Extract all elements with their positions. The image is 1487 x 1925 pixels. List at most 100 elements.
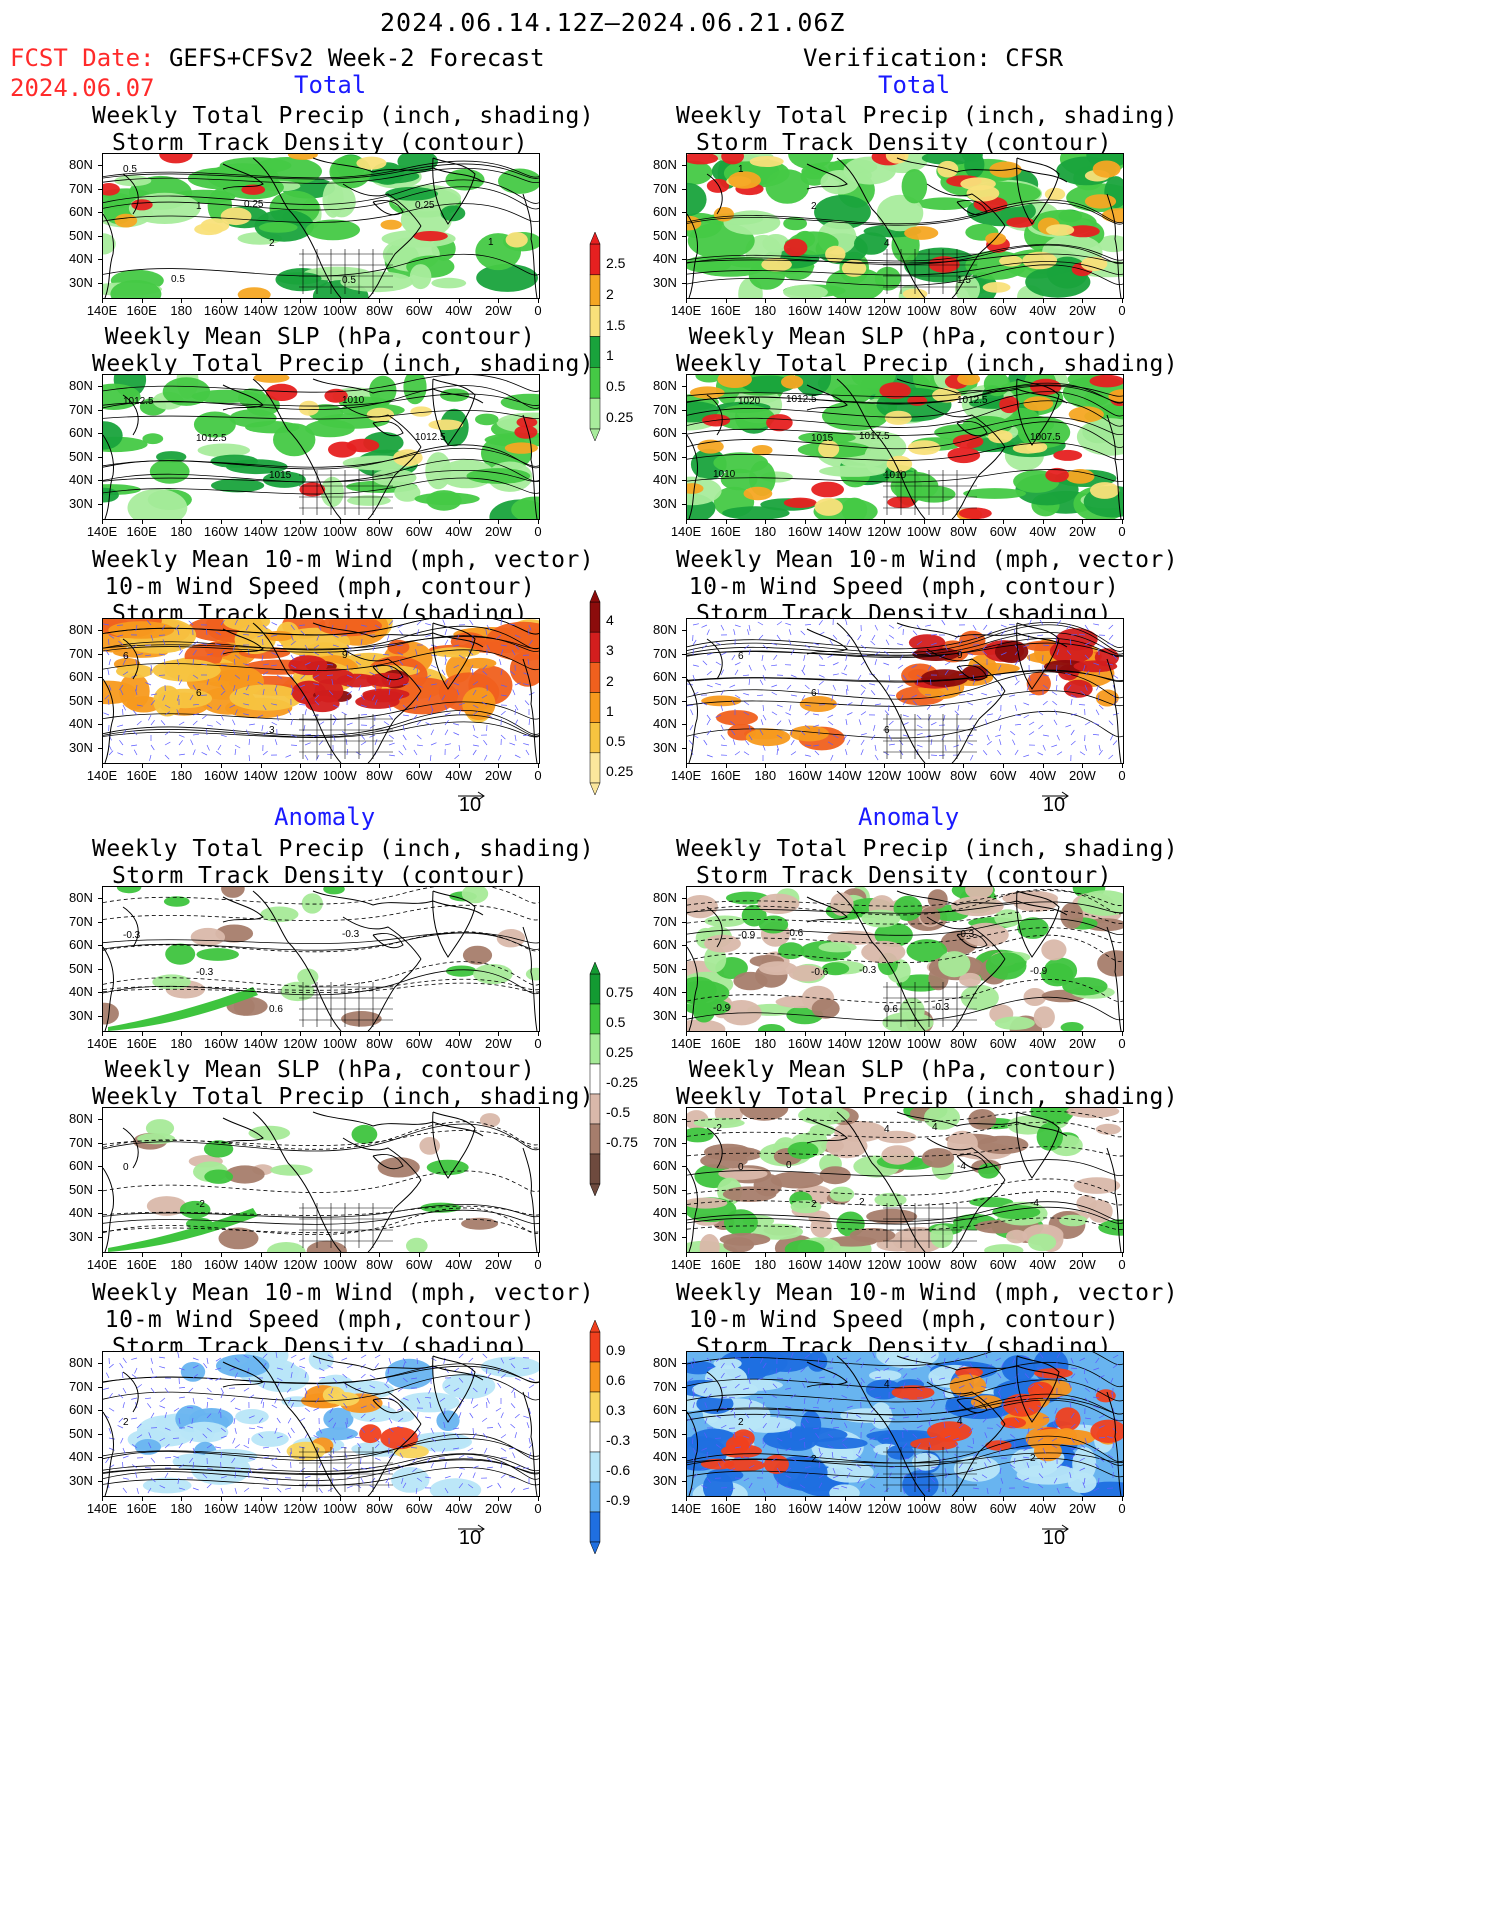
colorbar-precip_anom	[589, 961, 601, 1197]
lon-label: 60W	[989, 524, 1017, 539]
lon-label: 80W	[950, 1501, 977, 1516]
lon-label: 60W	[989, 1036, 1017, 1051]
panel-title-line: Weekly Total Precip (inch, shading)	[92, 351, 595, 377]
lon-label: 160W	[203, 1501, 238, 1516]
lat-label: 60N	[69, 937, 93, 953]
lon-label: 160E	[126, 303, 157, 318]
lon-label: 160E	[710, 1036, 741, 1051]
lon-label: 60W	[405, 303, 433, 318]
contour-label: 6	[738, 651, 744, 662]
lon-label: 140E	[86, 1501, 118, 1516]
vector-ref-value: 10	[458, 794, 482, 816]
lon-label: 160E	[710, 768, 741, 783]
panel-title-line: Weekly Total Precip (inch, shading)	[676, 351, 1179, 377]
obs-row3-map: 6 6 6 9	[686, 618, 1124, 764]
lon-label: 20W	[1068, 1257, 1096, 1272]
lat-label: 70N	[69, 401, 93, 417]
lat-label: 80N	[69, 1355, 93, 1370]
lon-label: 80W	[950, 1257, 977, 1272]
lat-label: 50N	[69, 1425, 93, 1441]
lon-label: 80W	[950, 1036, 977, 1051]
contour-label: 1007.5	[1030, 432, 1061, 443]
lat-label: 80N	[69, 890, 93, 905]
lon-label: 0	[534, 768, 542, 783]
contour-label: -0.6	[811, 967, 829, 978]
contour-label: 0.5	[171, 274, 185, 285]
lon-label: 0	[1118, 1036, 1126, 1051]
lon-label: 120W	[283, 1036, 318, 1051]
lon-label: 40W	[1029, 1257, 1057, 1272]
lat-label: 60N	[653, 1158, 677, 1174]
lon-label: 180	[170, 1501, 193, 1516]
lat-label: 80N	[653, 1111, 677, 1126]
lon-label: 20W	[484, 303, 512, 318]
lon-label: 140W	[827, 1036, 862, 1051]
lat-label: 30N	[69, 740, 93, 755]
lat-label: 70N	[653, 1134, 677, 1150]
lon-label: 180	[170, 524, 193, 539]
obs-row1-title: Weekly Total Precip (inch, shading) Storm…	[676, 103, 1179, 157]
obs-row3-title: Weekly Mean 10-m Wind (mph, vector) 10-m …	[676, 547, 1178, 628]
fcst-row3-title: Weekly Mean 10-m Wind (mph, vector) 10-m …	[92, 547, 594, 628]
panel-title-line: Weekly Total Precip (inch, shading)	[92, 836, 595, 862]
colorbar-label: 3	[606, 642, 614, 659]
lon-label: 160E	[710, 524, 741, 539]
lon-label: 20W	[484, 768, 512, 783]
lon-label: 60W	[989, 1501, 1017, 1516]
panel-title-line: Weekly Mean SLP (hPa, contour)	[688, 324, 1120, 350]
colorbar-label: 0.9	[606, 1342, 626, 1358]
lat-label: 40N	[653, 1205, 677, 1221]
lon-label: 80W	[366, 1257, 393, 1272]
section-anomaly-right: Anomaly	[858, 803, 960, 831]
colorbar-label: 0.5	[606, 1014, 626, 1030]
lon-label: 80W	[366, 1036, 393, 1051]
lon-label: 60W	[405, 1036, 433, 1051]
contour-label: 2	[269, 238, 275, 249]
contour-label: 1	[488, 237, 494, 248]
lat-label: 80N	[69, 1111, 93, 1126]
lon-label: 40W	[445, 524, 473, 539]
lon-label: 180	[170, 768, 193, 783]
lon-label: 0	[1118, 303, 1126, 318]
lat-label: 30N	[653, 740, 677, 755]
lon-label: 160W	[203, 524, 238, 539]
contour-label: 6	[884, 725, 890, 736]
colorbar-precip_total	[589, 231, 601, 442]
colorbar-label: 0.75	[606, 984, 634, 1000]
panel-title-line: Weekly Mean SLP (hPa, contour)	[104, 324, 536, 350]
lat-label: 50N	[653, 960, 677, 976]
lon-label: 140E	[86, 303, 118, 318]
lat-label: 70N	[653, 913, 677, 929]
lon-label: 180	[754, 768, 777, 783]
contour-label: 1	[738, 164, 744, 175]
contour-label: 2	[123, 1417, 129, 1428]
colorbar-label: 2	[606, 285, 614, 302]
lon-label: 40W	[445, 1501, 473, 1516]
contour-label: 2	[859, 1197, 865, 1208]
lon-label: 80W	[366, 1501, 393, 1516]
lat-label: 50N	[653, 227, 677, 243]
vector-reference: 10	[450, 784, 490, 817]
lat-label: 80N	[653, 622, 677, 637]
colorbar-label: 2.5	[606, 254, 626, 271]
lat-label: 30N	[69, 1473, 93, 1488]
obs-row4-map: -0.9 -0.6 0.6 -0.3 -0.9 -0.9 -0.6 -0.3 -0.3	[686, 886, 1124, 1032]
lon-label: 180	[754, 524, 777, 539]
lon-label: 60W	[405, 768, 433, 783]
lon-label: 0	[534, 1036, 542, 1051]
lon-label: 140E	[670, 768, 702, 783]
lon-label: 100W	[906, 1036, 941, 1051]
lon-label: 20W	[1068, 524, 1096, 539]
lon-label: 120W	[283, 1257, 318, 1272]
lon-label: 60W	[989, 768, 1017, 783]
panel-title-line: Weekly Total Precip (inch, shading)	[676, 103, 1179, 129]
contour-label: 0.5	[123, 164, 137, 175]
lat-label: 80N	[653, 1355, 677, 1370]
panel-title-line: Storm Track Density (contour)	[111, 863, 529, 889]
colorbar-label: 0.6	[606, 1372, 626, 1388]
lon-label: 0	[1118, 768, 1126, 783]
contour-label: 0.5	[342, 275, 356, 286]
contour-label: 6	[196, 688, 202, 699]
lon-label: 140W	[827, 1257, 862, 1272]
lon-label: 120W	[283, 303, 318, 318]
